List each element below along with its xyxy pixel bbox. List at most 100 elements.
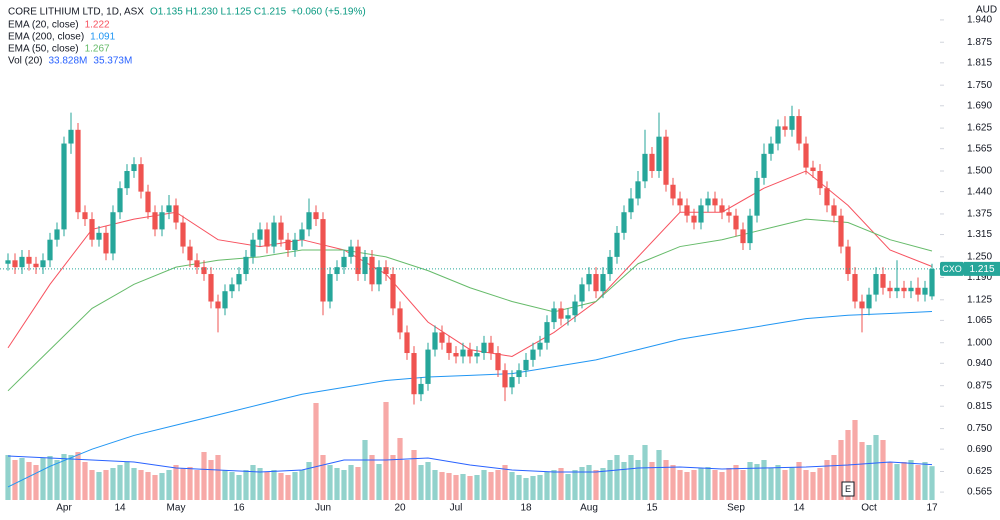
volume-bar (320, 455, 326, 500)
y-tick-label: 0.875 (967, 380, 992, 391)
candle-body (649, 153, 655, 172)
volume-bar (348, 465, 354, 500)
candle-body (775, 126, 781, 144)
candle-body (278, 222, 284, 240)
volume-bar (915, 465, 921, 500)
x-tick-label: May (167, 503, 186, 514)
candle-body (215, 301, 221, 309)
y-tick-label: 1.315 (967, 229, 992, 240)
y-tick-label: 0.625 (967, 466, 992, 477)
candle-body (19, 256, 25, 268)
volume-bar (747, 462, 753, 500)
volume-bar (901, 462, 907, 500)
volume-bar (712, 470, 718, 500)
volume-bar (873, 435, 879, 500)
volume-bar (544, 472, 550, 500)
candle-body (341, 256, 347, 268)
volume-bar (754, 464, 760, 500)
volume-bar (796, 462, 802, 500)
candle-body (376, 267, 382, 285)
volume-bar (572, 470, 578, 500)
candle-body (859, 301, 865, 309)
candle-body (334, 267, 340, 275)
ticker-tag (940, 261, 964, 276)
candle-body (929, 268, 935, 297)
x-tick-label: Aug (580, 503, 598, 514)
volume-bar (621, 462, 627, 500)
candle-body (250, 239, 256, 257)
candle-body (173, 205, 179, 223)
candle-body (418, 383, 424, 395)
volume-bar (390, 455, 396, 500)
volume-bar (89, 470, 95, 500)
y-tick-label: 1.690 (967, 100, 992, 111)
volume-bar (313, 403, 319, 500)
candle-body (761, 153, 767, 178)
volume-bar (495, 470, 501, 500)
volume-bar (551, 470, 557, 500)
volume-bar (593, 470, 599, 500)
candle-body (201, 267, 207, 275)
candle-body (726, 212, 732, 216)
earnings-badge[interactable] (841, 481, 855, 497)
volume-bar (54, 460, 60, 500)
volume-bar (810, 472, 816, 500)
candle-body (789, 116, 795, 130)
volume-bar (698, 468, 704, 500)
y-tick-label: 1.065 (967, 315, 992, 326)
candle-body (908, 287, 914, 292)
candle-body (425, 349, 431, 384)
volume-bar (26, 462, 32, 500)
candle-body (460, 349, 466, 357)
volume-bar (229, 472, 235, 500)
candle-body (523, 359, 529, 371)
candle-body (180, 222, 186, 247)
volume-bar (61, 454, 67, 500)
candle-body (614, 232, 620, 257)
volume-bar (453, 475, 459, 500)
volume-bar (663, 460, 669, 500)
candle-body (362, 256, 368, 275)
candle-body (390, 274, 396, 309)
candle-body (292, 239, 298, 250)
legend-value: 1.091 (90, 32, 115, 43)
plot: 1.940 1.875 1.815 1.750 1.690 1.625 1.565 1.500… (0, 15, 1000, 514)
candle-body (383, 267, 389, 275)
candle-body (537, 342, 543, 350)
volume-bar (68, 455, 74, 500)
x-tick-label: Sep (727, 503, 745, 514)
candle-body (845, 246, 851, 275)
volume-bar (306, 462, 312, 500)
candle-body (586, 274, 592, 285)
candle-body (887, 287, 893, 292)
volume-bar (656, 450, 662, 500)
volume-bar (446, 473, 452, 500)
volume-bar (110, 468, 116, 500)
volume-bar (894, 464, 900, 500)
candle-body (33, 263, 39, 268)
volume-bar (831, 455, 837, 500)
candle-body (712, 198, 718, 206)
candle-body (474, 353, 480, 357)
volume-bar (383, 402, 389, 500)
volume-bar (628, 455, 634, 500)
candle-body (264, 229, 270, 247)
candle-body (663, 136, 669, 185)
candle-body (530, 349, 536, 360)
candle-body (285, 239, 291, 250)
indicator-line (7, 455, 933, 473)
volume-bar (474, 475, 480, 500)
volume-bar (803, 470, 809, 500)
candle-body (810, 167, 816, 172)
earnings-label[interactable]: E (845, 484, 851, 494)
volume-bar (607, 460, 613, 500)
volume-bar (173, 465, 179, 500)
volume-bar (579, 467, 585, 500)
volume-bar (145, 472, 151, 500)
candle-body (866, 294, 872, 309)
candle-body (628, 198, 634, 213)
candle-body (684, 205, 690, 216)
legend-name: EMA (20, close) (8, 20, 79, 31)
candle-body (89, 219, 95, 240)
legend-name: Vol (20) (8, 56, 42, 67)
